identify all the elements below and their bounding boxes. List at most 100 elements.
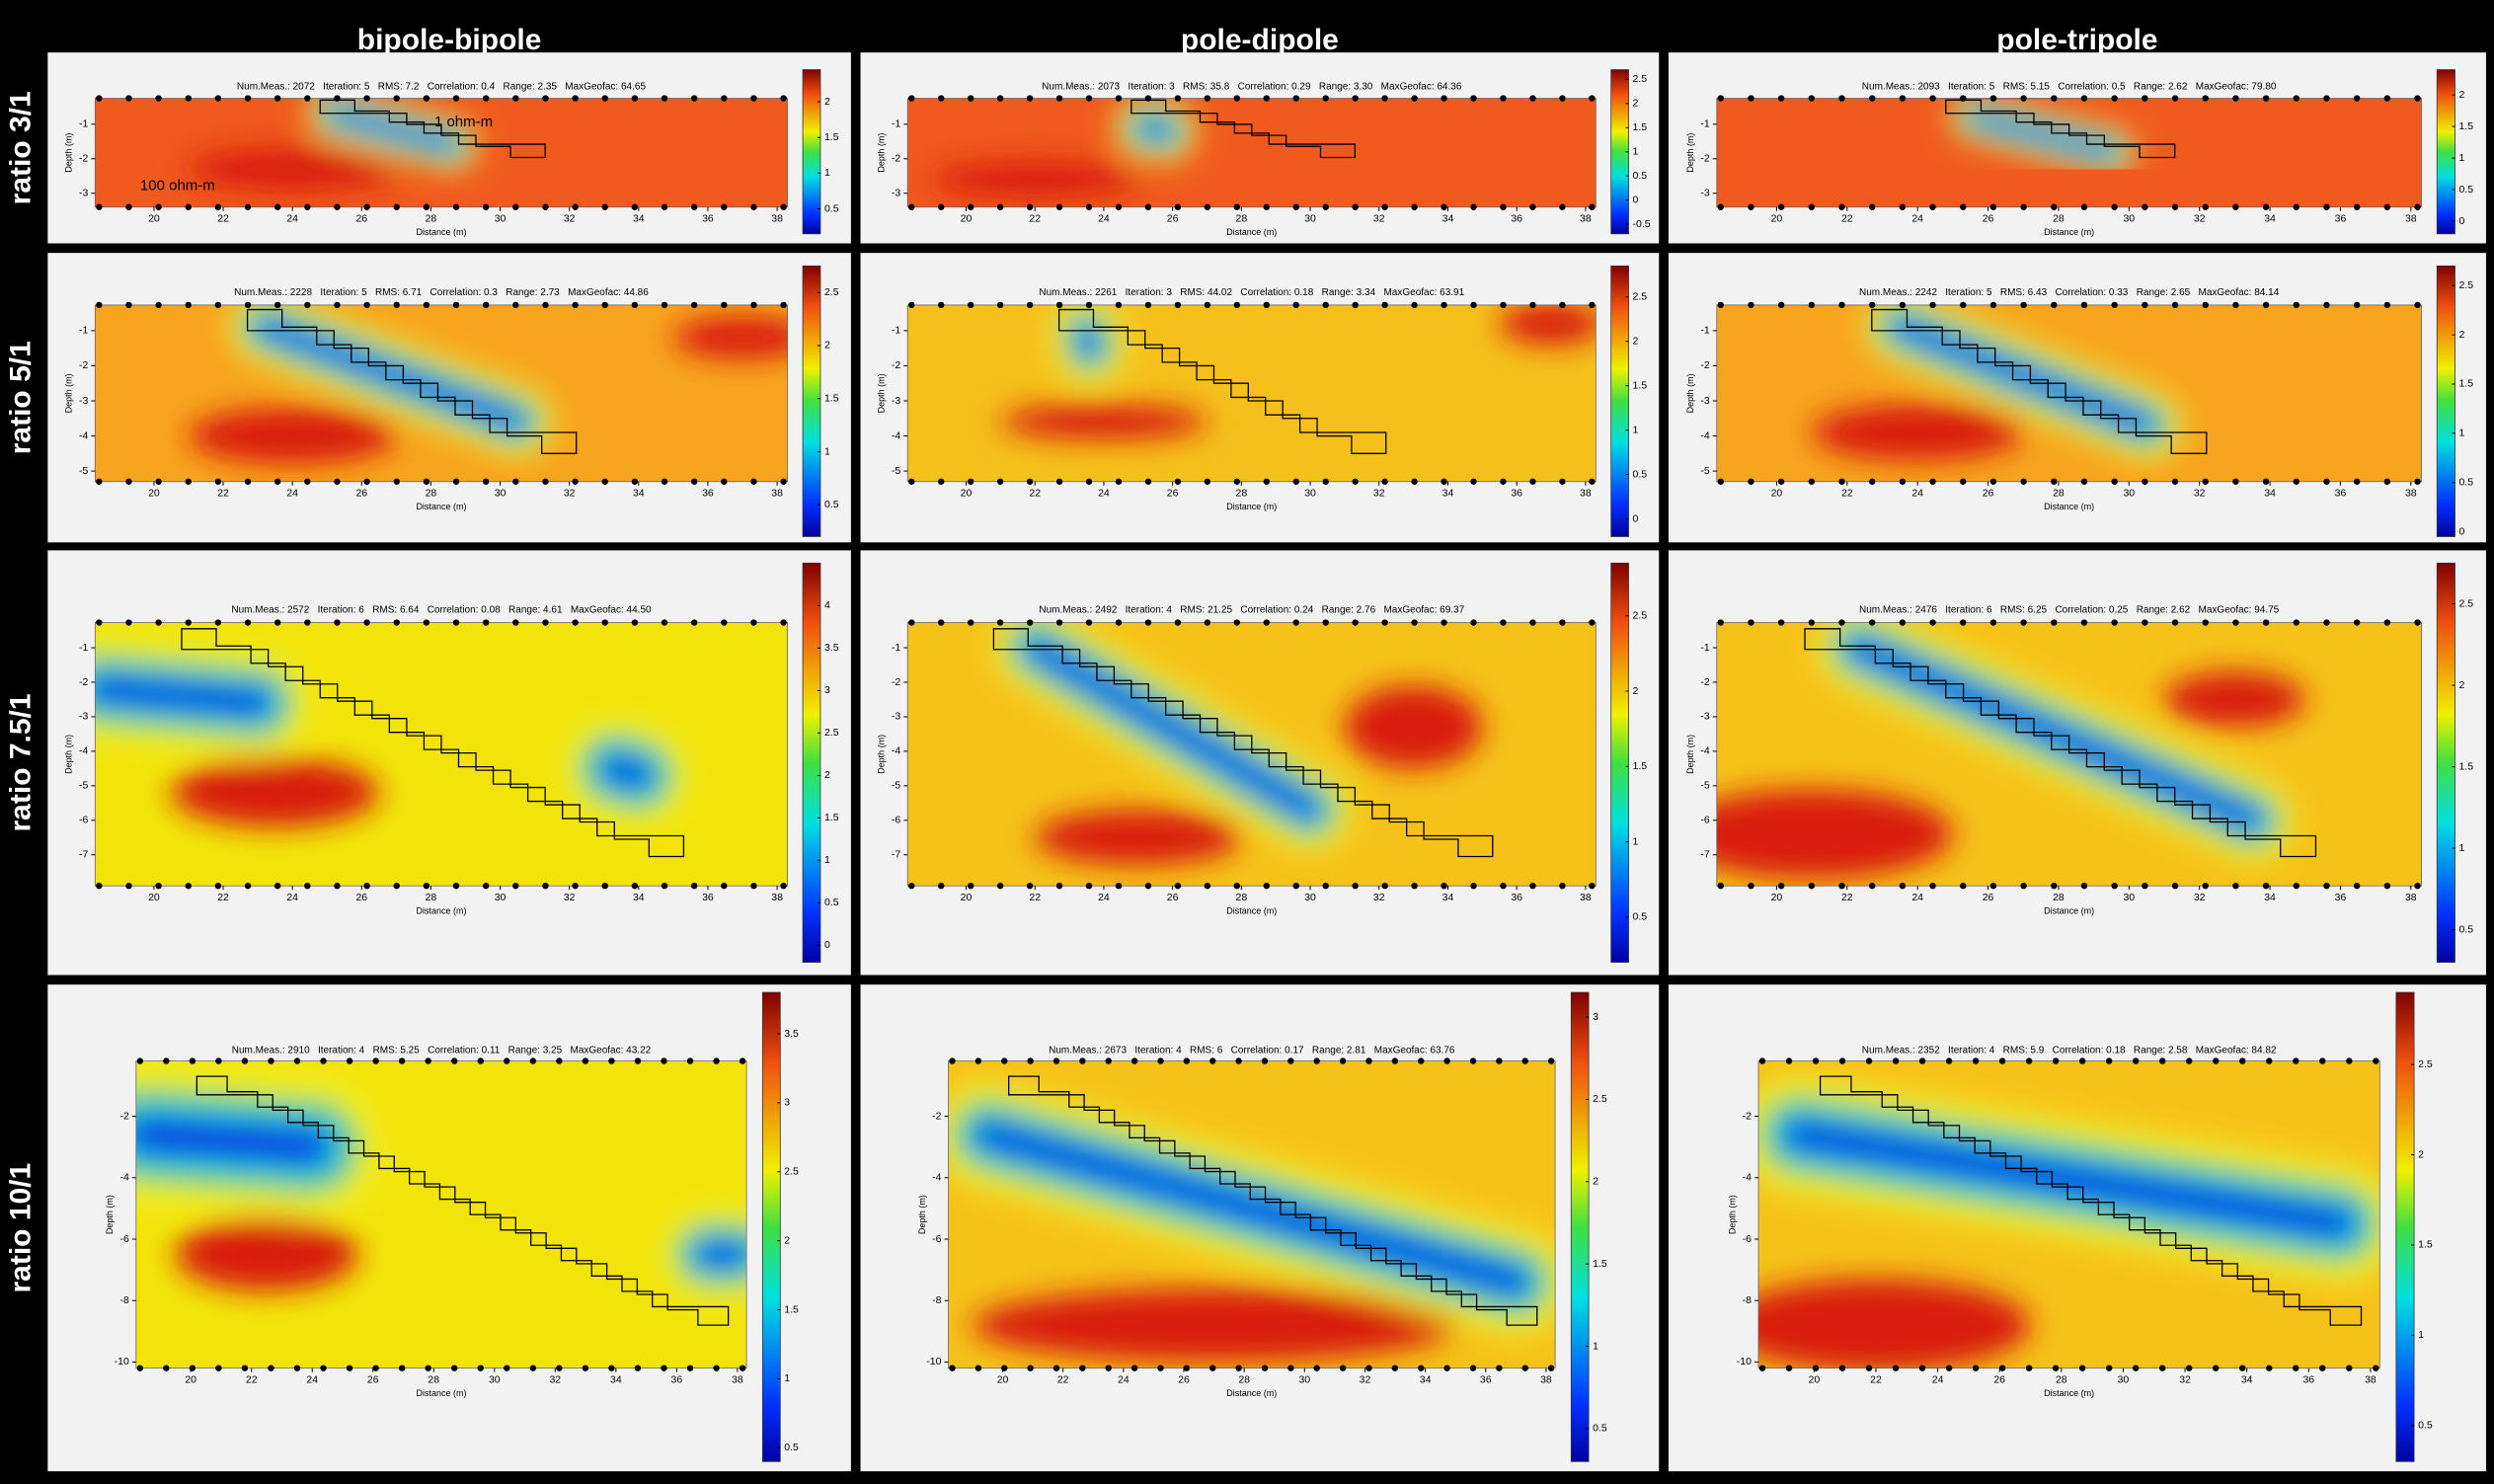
electrode [2323, 619, 2330, 626]
target-outline [1945, 99, 2176, 159]
electrode [2383, 301, 2391, 309]
x-axis-label: Distance (m) [416, 1388, 466, 1398]
electrode [1235, 1365, 1242, 1371]
electrode [2051, 882, 2058, 890]
electrode [393, 478, 400, 485]
electrode [1470, 882, 1477, 890]
electrode [2025, 1365, 2033, 1371]
x-tick-label: 30 [489, 1373, 501, 1385]
electrode [1470, 478, 1477, 485]
electrode [304, 301, 311, 309]
colorbar-tick-label: 2 [2458, 89, 2464, 101]
stats: Num.Meas.: 2476 Iteration: 6 RMS: 6.25 C… [1859, 604, 2280, 615]
electrode [1500, 203, 1507, 210]
electrode [1500, 95, 1507, 102]
colorbar-tick-label: 1.5 [824, 812, 839, 823]
colorbar-tick-label: 0.5 [1633, 911, 1648, 923]
electrode [2132, 1057, 2140, 1064]
high-resistivity [672, 316, 788, 359]
y-axis-label: Depth (m) [64, 373, 74, 413]
electrode [996, 95, 1004, 102]
electrode [1547, 1365, 1555, 1371]
colorbar-tick-label: 0 [824, 939, 830, 951]
y-tick-label: -10 [1737, 1356, 1752, 1367]
electrode [608, 1365, 615, 1371]
electrode [1748, 882, 1754, 890]
electrode [1130, 1365, 1138, 1371]
x-tick-label: 32 [2194, 213, 2206, 225]
electrode [686, 1365, 694, 1371]
colorbar-tick-label: 1.5 [2458, 378, 2473, 390]
y-axis-label: Depth (m) [1685, 133, 1695, 173]
electrode [1812, 1057, 1820, 1064]
electrode [1899, 95, 1907, 102]
electrode [1892, 1365, 1900, 1371]
electrode [2020, 478, 2027, 485]
electrode [908, 203, 915, 210]
y-tick-label: -5 [79, 465, 88, 477]
y-axis-label: Depth (m) [105, 1195, 115, 1234]
y-tick-label: -4 [1700, 430, 1709, 441]
colorbar-tick-label: 1.5 [824, 131, 839, 143]
electrode [2414, 619, 2421, 626]
y-axis-label: Depth (m) [1685, 373, 1695, 413]
electrode [1381, 478, 1388, 485]
electrode [938, 882, 945, 890]
y-tick-label: -8 [932, 1294, 941, 1306]
electrode [304, 619, 311, 626]
electrode [1233, 203, 1241, 210]
y-tick-label: -10 [115, 1356, 129, 1367]
electrode [634, 1365, 642, 1371]
electrode [542, 619, 549, 626]
electrode [2266, 1365, 2273, 1371]
electrode [1052, 1365, 1060, 1371]
target-outline [1007, 1075, 1538, 1326]
electrode [1026, 619, 1034, 626]
electrode [2051, 95, 2058, 102]
electrode [938, 203, 945, 210]
electrode [1838, 301, 1845, 309]
colorbar-tick-label: 0 [1633, 194, 1639, 205]
colorbar-tick-label: 3.5 [824, 642, 839, 654]
electrode [721, 203, 728, 210]
electrode [1055, 619, 1063, 626]
electrode [1085, 882, 1093, 890]
electrode [1235, 1057, 1242, 1064]
y-tick-label: -2 [892, 676, 900, 688]
electrode [2353, 203, 2361, 210]
electrode [125, 95, 132, 102]
electrode [1899, 619, 1907, 626]
electrode [1918, 1057, 1926, 1064]
electrode [780, 301, 787, 309]
electrode [2383, 95, 2391, 102]
electrode [2373, 1057, 2379, 1064]
y-tick-label: -7 [79, 849, 88, 861]
x-tick-label: 38 [1580, 892, 1592, 903]
electrode [2142, 478, 2148, 485]
electrode [125, 619, 132, 626]
electrode [1777, 203, 1785, 210]
electrode [1717, 301, 1724, 309]
column-header: bipole-bipole [357, 24, 542, 56]
electrode [2213, 1057, 2220, 1064]
panel: Num.Meas.: 2261 Iteration: 3 RMS: 44.02 … [860, 253, 1660, 543]
electrode [1115, 203, 1123, 210]
electrode [1960, 95, 1967, 102]
electrode [155, 301, 162, 309]
electrode [2262, 95, 2270, 102]
electrode [1748, 301, 1754, 309]
y-tick-label: -3 [79, 188, 88, 199]
x-tick-label: 20 [185, 1373, 196, 1385]
electrode [2293, 95, 2299, 102]
field-base [907, 304, 1597, 482]
colorbar [1570, 991, 1590, 1462]
colorbar-tick-label: 1 [824, 445, 830, 457]
x-tick-label: 36 [2335, 892, 2347, 903]
electrode [1381, 882, 1388, 890]
electrode [1589, 95, 1596, 102]
y-tick-label: -2 [119, 1110, 128, 1122]
x-tick-label: 28 [426, 892, 437, 903]
colorbar-tick-label: 1 [2458, 842, 2464, 854]
electrode [363, 478, 370, 485]
colorbar-tick-label: 0.5 [1633, 170, 1648, 182]
